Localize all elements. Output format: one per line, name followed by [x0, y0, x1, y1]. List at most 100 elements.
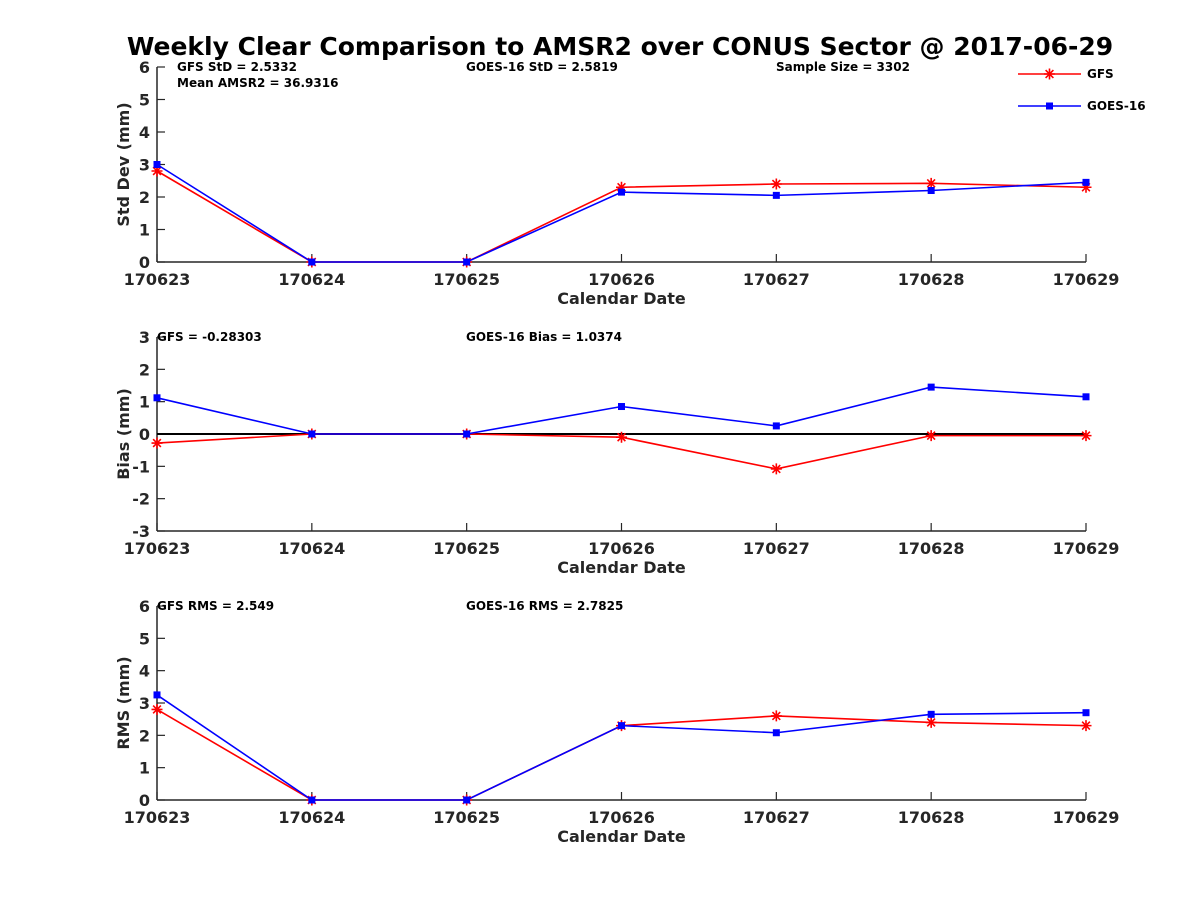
y-tick-label: 2 — [139, 360, 150, 379]
y-tick-label: 2 — [139, 188, 150, 207]
chart-title: Weekly Clear Comparison to AMSR2 over CO… — [127, 32, 1113, 61]
x-axis-label: Calendar Date — [557, 558, 686, 577]
x-tick-label: 170627 — [743, 808, 810, 827]
y-tick-label: 5 — [139, 629, 150, 648]
x-tick-label: 170626 — [588, 808, 655, 827]
y-tick-label: -3 — [132, 522, 150, 541]
y-axis-label: RMS (mm) — [114, 656, 133, 749]
stat-annotation: GFS RMS = 2.549 — [157, 599, 274, 613]
data-point — [618, 722, 625, 730]
stat-annotation: Sample Size = 3302 — [776, 60, 910, 74]
stat-annotation: GOES-16 StD = 2.5819 — [466, 60, 618, 74]
data-point — [618, 188, 625, 196]
x-tick-label: 170625 — [433, 808, 500, 827]
x-tick-label: 170628 — [898, 270, 965, 289]
x-tick-label: 170628 — [898, 539, 965, 558]
data-point — [1082, 178, 1090, 186]
y-axis-label: Bias (mm) — [114, 388, 133, 480]
data-point — [1080, 430, 1092, 442]
data-point — [927, 187, 935, 194]
data-point — [1082, 393, 1090, 401]
data-point — [151, 165, 163, 177]
x-tick-label: 170623 — [124, 270, 191, 289]
x-tick-label: 170626 — [588, 539, 655, 558]
y-tick-label: 1 — [139, 759, 150, 778]
data-point — [925, 716, 937, 728]
x-tick-label: 170627 — [743, 539, 810, 558]
data-point — [1080, 181, 1092, 193]
y-tick-label: 2 — [139, 726, 150, 745]
y-tick-label: 4 — [139, 662, 150, 681]
x-tick-label: 170625 — [433, 270, 500, 289]
y-tick-label: 0 — [139, 425, 150, 444]
stat-annotation: GOES-16 Bias = 1.0374 — [466, 330, 622, 344]
data-point — [927, 710, 935, 718]
stat-annotation: GFS StD = 2.5332 — [177, 60, 297, 74]
y-tick-label: 3 — [139, 156, 150, 175]
legend: GFS GOES-16 — [1018, 67, 1146, 113]
data-point — [770, 710, 782, 722]
y-tick-label: 6 — [139, 597, 150, 616]
x-tick-label: 170624 — [278, 539, 345, 558]
y-tick-label: 1 — [139, 393, 150, 412]
y-tick-label: 6 — [139, 58, 150, 77]
data-point — [151, 703, 163, 715]
data-point — [618, 403, 625, 411]
y-tick-label: 5 — [139, 91, 150, 110]
data-point — [308, 796, 316, 804]
x-axis-label: Calendar Date — [557, 289, 686, 308]
stat-annotation: Mean AMSR2 = 36.9316 — [177, 76, 338, 90]
data-point — [772, 729, 780, 737]
x-tick-label: 170623 — [124, 808, 191, 827]
y-tick-label: 0 — [139, 791, 150, 810]
y-axis-label: Std Dev (mm) — [114, 102, 133, 226]
data-point — [153, 161, 161, 168]
data-point — [153, 394, 161, 402]
y-tick-label: -2 — [132, 490, 150, 509]
series-goes-16 — [153, 383, 1090, 438]
data-point — [1082, 709, 1090, 717]
data-point — [772, 422, 780, 430]
data-point — [463, 258, 471, 266]
data-point — [925, 177, 937, 189]
data-point — [308, 430, 316, 438]
x-tick-label: 170628 — [898, 808, 965, 827]
data-point — [772, 191, 780, 199]
y-tick-label: 3 — [139, 328, 150, 347]
data-point — [927, 383, 935, 391]
data-point — [1080, 720, 1092, 732]
y-tick-label: 4 — [139, 123, 150, 142]
panel-3: 0 1 2 3 4 5 6 170623 170624 170625 170626 170627 170… — [114, 597, 1119, 846]
y-tick-label: -1 — [132, 457, 150, 476]
y-tick-label: 1 — [139, 221, 150, 240]
x-axis-label: Calendar Date — [557, 827, 686, 846]
legend-entry: GFS — [1018, 67, 1114, 81]
legend-marker — [1044, 68, 1055, 80]
panels: 0 1 2 3 4 5 6 170623 170624 170625 170626 170627 170… — [114, 58, 1119, 846]
x-tick-label: 170624 — [278, 808, 345, 827]
data-point — [925, 430, 937, 442]
data-point — [770, 463, 782, 475]
x-tick-label: 170629 — [1053, 808, 1120, 827]
x-tick-label: 170625 — [433, 539, 500, 558]
legend-entry: GOES-16 — [1018, 99, 1146, 113]
legend-label: GOES-16 — [1087, 99, 1146, 113]
panel-1: 0 1 2 3 4 5 6 170623 170624 170625 170626 170627 170… — [114, 58, 1119, 308]
data-point — [151, 437, 163, 449]
data-point — [463, 430, 471, 438]
stat-annotation: GOES-16 RMS = 2.7825 — [466, 599, 623, 613]
data-point — [616, 431, 627, 443]
panel-2: -3 -2 -1 0 1 2 3 170623 170624 170625 170626 170627… — [114, 328, 1119, 577]
data-point — [770, 178, 782, 190]
stat-annotation: GFS = -0.28303 — [157, 330, 262, 344]
data-point — [463, 796, 471, 804]
x-tick-label: 170629 — [1053, 270, 1120, 289]
data-point — [616, 181, 627, 193]
x-tick-label: 170626 — [588, 270, 655, 289]
legend-marker — [1046, 102, 1053, 110]
y-tick-label: 0 — [139, 253, 150, 272]
series-goes-16 — [153, 691, 1090, 804]
x-tick-label: 170624 — [278, 270, 345, 289]
